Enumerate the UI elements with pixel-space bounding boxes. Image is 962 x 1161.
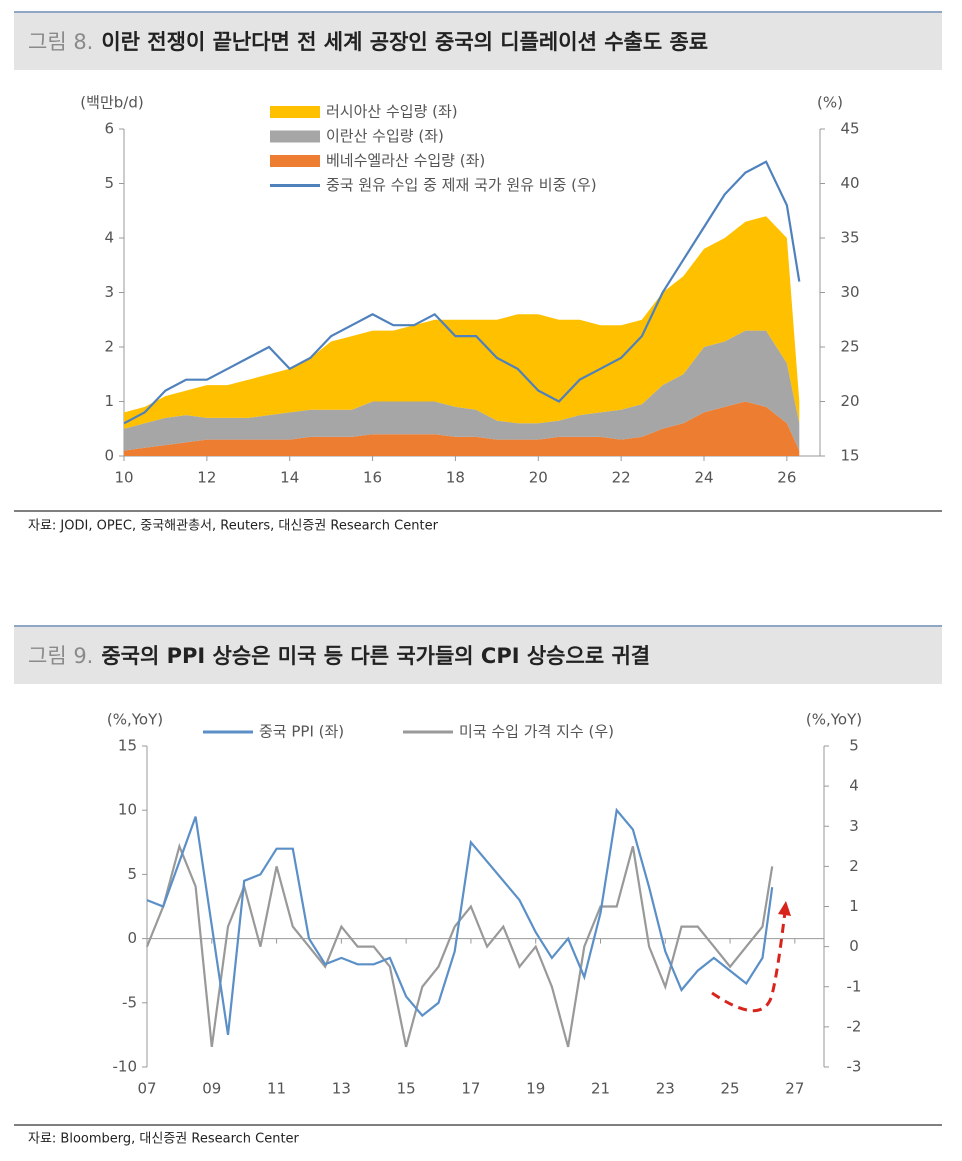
y2-tick-label: -2 xyxy=(847,1017,862,1035)
header-band xyxy=(14,626,942,684)
y2-tick-label: 20 xyxy=(840,392,859,410)
y2-axis-label: (%,YoY) xyxy=(806,711,862,729)
header-band xyxy=(14,12,942,70)
y2-axis-label: (%) xyxy=(817,94,843,112)
y-tick-label: 10 xyxy=(118,801,137,819)
y-tick-label: 15 xyxy=(118,737,137,755)
y2-tick-label: 15 xyxy=(840,447,859,465)
y2-tick-label: 35 xyxy=(840,229,859,247)
y-tick-label: -10 xyxy=(113,1058,138,1076)
legend-label: 중국 원유 수입 중 제재 국가 원유 비중 (우) xyxy=(326,176,597,194)
x-tick-label: 25 xyxy=(721,1080,740,1098)
stacked-area xyxy=(124,216,800,429)
x-tick-label: 13 xyxy=(332,1080,351,1098)
title: 이란 전쟁이 끝난다면 전 세계 공장인 중국의 디플레이션 수출도 종료 xyxy=(101,30,708,54)
y2-tick-label: -1 xyxy=(847,977,862,995)
figure-label: 그림 9. xyxy=(28,644,93,668)
trend-arrowhead xyxy=(778,901,791,916)
y2-tick-label: 3 xyxy=(849,817,859,835)
x-tick-label: 10 xyxy=(114,469,133,487)
y-tick-label: 3 xyxy=(104,283,114,301)
x-tick-label: 26 xyxy=(777,469,796,487)
y2-tick-label: 25 xyxy=(840,338,859,356)
title: 중국의 PPI 상승은 미국 등 다른 국가들의 CPI 상승으로 귀결 xyxy=(101,644,650,668)
stacked-area xyxy=(124,330,800,451)
series-line xyxy=(123,160,801,425)
x-tick-label: 24 xyxy=(694,469,713,487)
x-tick-label: 27 xyxy=(785,1080,804,1098)
x-tick-label: 14 xyxy=(280,469,299,487)
y-tick-label: 5 xyxy=(104,174,114,192)
x-tick-label: 20 xyxy=(529,469,548,487)
legend-label: 베네수엘라산 수입량 (좌) xyxy=(326,152,485,170)
x-tick-label: 21 xyxy=(591,1080,610,1098)
figure-label: 그림 8. xyxy=(28,30,93,54)
source-note: 자료: JODI, OPEC, 중국해관총서, Reuters, 대신증권 Re… xyxy=(28,519,439,534)
stacked-area xyxy=(124,401,800,456)
figure-title: 그림 8. 이란 전쟁이 끝난다면 전 세계 공장인 중국의 디플레이션 수출도 … xyxy=(28,30,708,54)
x-tick-label: 18 xyxy=(446,469,465,487)
legend-label: 이란산 수입량 (좌) xyxy=(326,127,444,145)
trend-arrow xyxy=(711,911,787,1013)
legend-label: 미국 수입 가격 지수 (우) xyxy=(459,723,614,741)
y2-tick-label: 30 xyxy=(840,283,859,301)
y-tick-label: 0 xyxy=(127,929,137,947)
y-tick-label: 2 xyxy=(104,338,114,356)
x-tick-label: 11 xyxy=(267,1080,286,1098)
legend-swatch xyxy=(270,106,320,118)
figure-title: 그림 9. 중국의 PPI 상승은 미국 등 다른 국가들의 CPI 상승으로 귀… xyxy=(28,644,650,668)
y2-tick-label: 0 xyxy=(849,937,859,955)
y2-tick-label: 5 xyxy=(849,737,859,755)
source-note: 자료: Bloomberg, 대신증권 Research Center xyxy=(28,1132,300,1147)
y2-tick-label: 45 xyxy=(840,120,859,138)
legend-label: 중국 PPI (좌) xyxy=(259,723,344,741)
y-tick-label: 4 xyxy=(104,229,114,247)
y-tick-label: 0 xyxy=(104,447,114,465)
legend-label: 러시아산 수입량 (좌) xyxy=(326,103,458,121)
y-tick-label: 6 xyxy=(104,120,114,138)
y-axis-label: (%,YoY) xyxy=(107,711,163,729)
y2-tick-label: 40 xyxy=(840,174,859,192)
x-tick-label: 07 xyxy=(137,1080,156,1098)
y2-tick-label: -3 xyxy=(847,1058,862,1076)
y-tick-label: -5 xyxy=(122,993,137,1011)
legend-swatch xyxy=(270,155,320,167)
x-tick-label: 12 xyxy=(197,469,216,487)
x-tick-label: 23 xyxy=(656,1080,675,1098)
x-tick-label: 15 xyxy=(397,1080,416,1098)
y-tick-label: 5 xyxy=(127,865,137,883)
y2-tick-label: 2 xyxy=(849,857,859,875)
series-line xyxy=(146,807,774,1036)
y2-tick-label: 1 xyxy=(849,897,859,915)
x-tick-label: 22 xyxy=(612,469,631,487)
x-tick-label: 09 xyxy=(202,1080,221,1098)
y-axis-label: (백만b/d) xyxy=(80,94,143,112)
x-tick-label: 19 xyxy=(526,1080,545,1098)
y-tick-label: 1 xyxy=(104,392,114,410)
legend-swatch xyxy=(270,130,320,143)
x-tick-label: 16 xyxy=(363,469,382,487)
y2-tick-label: 4 xyxy=(849,777,859,795)
x-tick-label: 17 xyxy=(461,1080,480,1098)
series-line xyxy=(145,842,774,1048)
